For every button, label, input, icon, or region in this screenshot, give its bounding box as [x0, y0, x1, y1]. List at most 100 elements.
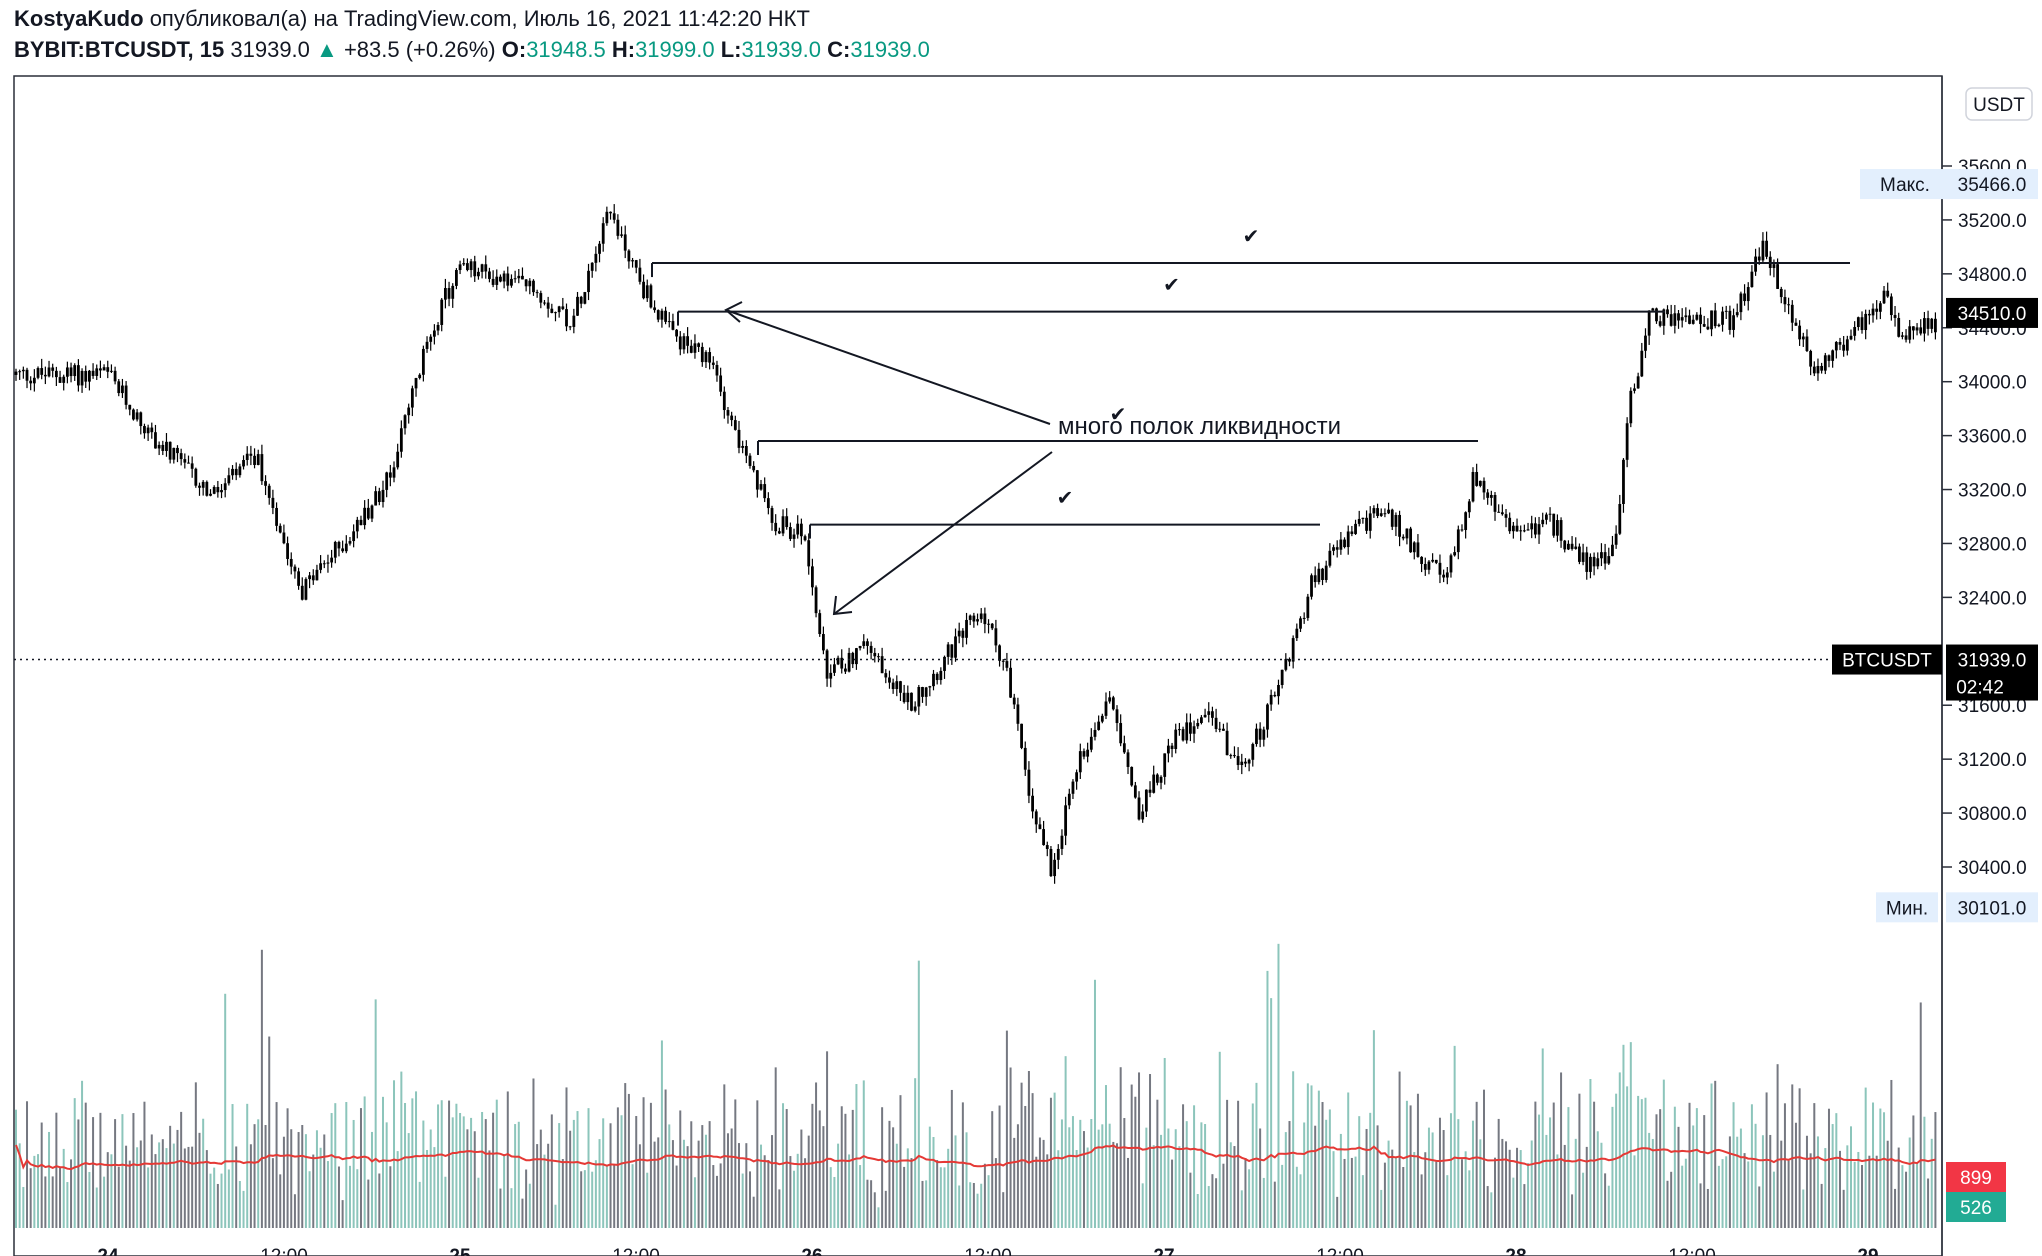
- countdown: 02:42: [1956, 678, 2004, 699]
- volume-bar: [1618, 1072, 1621, 1228]
- volume-bar: [1743, 1153, 1746, 1228]
- volume-bar: [33, 1155, 36, 1228]
- candle-body: [781, 516, 785, 534]
- volume-bar: [793, 1170, 796, 1228]
- volume-bar: [693, 1177, 696, 1228]
- volume-bar: [1783, 1103, 1786, 1228]
- volume-bar: [1402, 1167, 1405, 1228]
- candle-body: [1306, 596, 1310, 618]
- candle-body: [1838, 342, 1842, 345]
- candle-body: [425, 341, 429, 349]
- candle-body: [726, 410, 730, 416]
- volume-bar: [1149, 1074, 1152, 1228]
- volume-bar: [1838, 1150, 1841, 1228]
- volume-bar: [114, 1119, 117, 1228]
- volume-bar: [958, 1185, 961, 1228]
- candle-body: [322, 563, 326, 565]
- candle-body: [1757, 256, 1761, 261]
- min-label: Мин.: [1886, 898, 1928, 919]
- volume-bar: [763, 1155, 766, 1228]
- volume-bar: [800, 1129, 803, 1228]
- candle-body: [282, 532, 286, 544]
- candle-body: [227, 475, 231, 484]
- volume-bar: [448, 1100, 451, 1228]
- candle-body: [337, 541, 341, 549]
- volume-bar: [264, 1125, 267, 1228]
- volume-bar: [37, 1154, 40, 1228]
- volume-bar: [29, 1168, 32, 1228]
- volume-bar: [1831, 1124, 1834, 1228]
- volume-bar: [785, 1109, 788, 1228]
- volume-bar: [1728, 1136, 1731, 1228]
- candle-body: [91, 370, 95, 376]
- candle-body: [1864, 313, 1868, 331]
- candle-body: [1647, 310, 1651, 336]
- currency-button[interactable]: USDT: [1965, 87, 2033, 121]
- candle-body: [1137, 797, 1141, 820]
- volume-bar: [1633, 1155, 1636, 1228]
- candle-body: [190, 463, 194, 469]
- candle-body: [502, 273, 506, 282]
- candle-body: [1552, 513, 1556, 536]
- candle-body: [1189, 722, 1192, 734]
- candle-body: [770, 508, 774, 523]
- volume-bar: [1567, 1107, 1570, 1228]
- volume-bar: [1776, 1064, 1779, 1228]
- candle-body: [1108, 697, 1112, 702]
- candle-body: [1133, 785, 1137, 798]
- volume-bar: [884, 1190, 887, 1228]
- candle-body: [1104, 701, 1108, 716]
- min-value: 30101.0: [1958, 898, 2027, 919]
- volume-bar: [1398, 1071, 1401, 1228]
- annotation: много полок ликвидности: [724, 301, 1341, 616]
- volume-bar: [627, 1093, 630, 1228]
- candle-body: [869, 645, 873, 653]
- volume-bar: [462, 1116, 465, 1228]
- candle-body: [1794, 322, 1798, 326]
- candle-body: [1427, 561, 1431, 570]
- volume-bar: [451, 1117, 454, 1228]
- volume-bar: [1754, 1123, 1757, 1228]
- candle-body: [84, 370, 88, 382]
- symbol-name[interactable]: BYBIT:BTCUSDT, 15: [14, 37, 225, 62]
- candle-body: [1398, 514, 1401, 537]
- volume-bar: [95, 1187, 98, 1228]
- candle-body: [1357, 518, 1361, 524]
- volume-bar: [925, 1180, 928, 1228]
- volume-bar: [411, 1098, 414, 1228]
- candle-body: [987, 623, 990, 625]
- volume-bar: [903, 1166, 906, 1228]
- volume-bar: [1648, 1132, 1651, 1228]
- candle-body: [253, 455, 256, 465]
- candle-body: [62, 376, 66, 383]
- candle-body: [601, 223, 605, 244]
- volume-bar: [1508, 1149, 1511, 1228]
- candle-body: [1111, 697, 1115, 710]
- volume-bar: [539, 1129, 542, 1228]
- candle-body: [1688, 315, 1691, 324]
- volume-bar: [734, 1099, 737, 1228]
- volume-bar: [807, 1135, 810, 1228]
- candle-body: [1486, 492, 1490, 498]
- candle-body: [58, 377, 62, 383]
- candle-body: [165, 441, 168, 451]
- volume-bar: [1703, 1115, 1706, 1228]
- candle-body: [686, 336, 690, 346]
- candle-body: [1332, 547, 1335, 551]
- candle-body: [399, 428, 403, 452]
- volume-bar: [1923, 1116, 1926, 1228]
- candle-body: [700, 346, 704, 363]
- candle-body: [157, 444, 161, 449]
- author-name[interactable]: KostyaKudo: [14, 6, 144, 31]
- volume-bar: [345, 1102, 348, 1228]
- candle-body: [1724, 310, 1728, 312]
- volume-bar: [1717, 1165, 1720, 1228]
- candle-body: [344, 543, 348, 552]
- candle-body: [275, 507, 278, 526]
- candle-body: [822, 634, 825, 651]
- volume-bar: [1127, 1157, 1130, 1228]
- candle-body: [249, 453, 253, 456]
- candle-body: [1262, 729, 1266, 740]
- volume-bar: [473, 1131, 476, 1228]
